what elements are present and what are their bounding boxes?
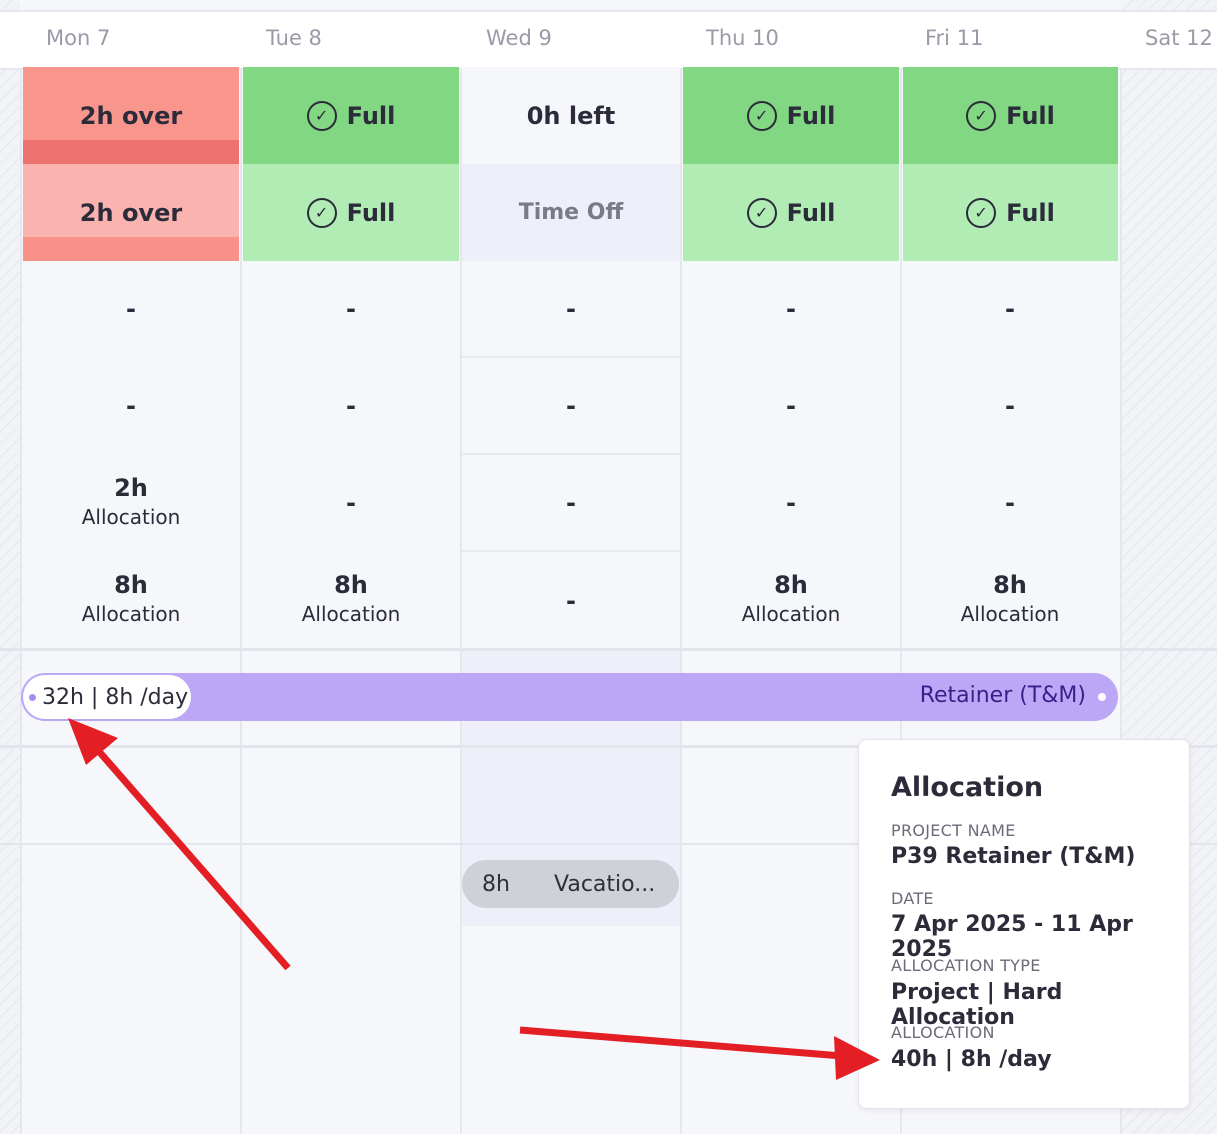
check-circle-icon: ✓ xyxy=(306,197,337,228)
capacity-cell-thu[interactable]: ✓ Full xyxy=(683,67,899,164)
vacation-label: Vacatio... xyxy=(554,871,656,897)
allocation-bar[interactable]: 32h | 8h /day Retainer (T&M) xyxy=(21,673,1118,721)
tooltip-date: 7 Apr 2025 - 11 Apr 2025 xyxy=(891,912,1133,962)
empty-value: - xyxy=(566,392,576,420)
over-strip xyxy=(23,140,239,164)
capacity-cell-wed[interactable]: 0h left xyxy=(462,67,680,164)
check-circle-icon: ✓ xyxy=(746,197,777,228)
row-divider xyxy=(0,745,1217,748)
empty-value: - xyxy=(346,489,356,517)
tooltip-type: Project | Hard Allocation xyxy=(891,980,1063,1030)
capacity-cell-tue[interactable]: ✓ Full xyxy=(243,164,459,261)
tooltip-allocation-key: ALLOCATION xyxy=(891,1023,995,1042)
arrow-icon xyxy=(519,1026,880,1080)
allocation-hours: 2h xyxy=(114,474,148,502)
row-divider xyxy=(0,843,1217,845)
grid-line xyxy=(240,10,242,1134)
empty-value: - xyxy=(1005,489,1015,517)
allocation-cell-thu[interactable]: 8h Allocation xyxy=(682,571,900,629)
allocation-label: Allocation xyxy=(301,602,401,626)
capacity-cell-fri[interactable]: ✓ Full xyxy=(903,67,1118,164)
capacity-label: Full xyxy=(1006,198,1055,227)
tooltip-date-key: DATE xyxy=(891,889,934,908)
check-circle-icon: ✓ xyxy=(966,100,997,131)
grid-line xyxy=(20,10,22,1134)
allocation-label: Allocation xyxy=(81,602,181,626)
empty-value: - xyxy=(566,587,576,615)
allocation-hours: 8h xyxy=(114,571,148,599)
allocation-cell-mon[interactable]: 8h Allocation xyxy=(22,571,240,629)
day-header-tue[interactable]: Tue 8 xyxy=(266,26,322,50)
empty-value: - xyxy=(346,295,356,323)
timeoff-label: Time Off xyxy=(518,200,624,225)
empty-value: - xyxy=(786,392,796,420)
capacity-cell-mon[interactable]: 2h over xyxy=(23,67,239,164)
over-strip xyxy=(23,237,239,261)
allocation-bar-pill[interactable]: 32h | 8h /day xyxy=(23,675,191,719)
allocation-cell-tue[interactable]: 8h Allocation xyxy=(242,571,460,629)
capacity-label: 2h over xyxy=(79,198,183,227)
capacity-cell-thu[interactable]: ✓ Full xyxy=(683,164,899,261)
capacity-label: Full xyxy=(346,198,396,227)
tooltip-type-key: ALLOCATION TYPE xyxy=(891,956,1041,975)
allocation-label: Allocation xyxy=(741,602,841,626)
row-divider xyxy=(462,550,680,552)
capacity-cell-mon[interactable]: 2h over xyxy=(23,164,239,261)
empty-value: - xyxy=(786,295,796,323)
allocation-hours: 8h xyxy=(774,571,808,599)
allocation-cell-fri[interactable]: 8h Allocation xyxy=(901,571,1119,629)
vacation-hours: 8h xyxy=(482,871,510,897)
capacity-label: 0h left xyxy=(526,101,616,130)
empty-value: - xyxy=(786,489,796,517)
tooltip-project-key: PROJECT NAME xyxy=(891,821,1016,840)
row-divider xyxy=(462,453,680,455)
row-divider xyxy=(462,356,680,358)
check-circle-icon: ✓ xyxy=(306,100,337,131)
allocation-tooltip: Allocation PROJECT NAME P39 Retainer (T&… xyxy=(858,739,1190,1109)
allocation-hours: 8h xyxy=(334,571,368,599)
empty-value: - xyxy=(1005,295,1015,323)
allocation-cell-mon[interactable]: 2h Allocation xyxy=(22,474,240,532)
day-header-wed[interactable]: Wed 9 xyxy=(486,26,552,50)
day-header-thu[interactable]: Thu 10 xyxy=(706,26,779,50)
capacity-label: 2h over xyxy=(79,101,183,130)
vacation-chip[interactable]: 8h Vacatio... xyxy=(462,860,679,908)
allocation-label: Allocation xyxy=(960,602,1060,626)
empty-value: - xyxy=(566,489,576,517)
day-header-sat[interactable]: Sat 12 xyxy=(1145,26,1213,50)
tooltip-allocation: 40h | 8h /day xyxy=(891,1047,1052,1072)
empty-value: - xyxy=(346,392,356,420)
allocation-bar-hours: 32h | 8h /day xyxy=(42,684,189,710)
capacity-label: Full xyxy=(786,198,836,227)
drag-handle-icon[interactable] xyxy=(29,693,36,701)
tooltip-title: Allocation xyxy=(891,772,1044,803)
allocation-hours: 8h xyxy=(993,571,1027,599)
empty-value: - xyxy=(1005,392,1015,420)
day-header-fri[interactable]: Fri 11 xyxy=(925,26,984,50)
empty-value: - xyxy=(566,295,576,323)
capacity-cell-tue[interactable]: ✓ Full xyxy=(243,67,459,164)
capacity-cell-fri[interactable]: ✓ Full xyxy=(903,164,1118,261)
day-header-mon[interactable]: Mon 7 xyxy=(46,26,111,50)
nonworking-left xyxy=(0,0,20,1134)
check-circle-icon: ✓ xyxy=(746,100,777,131)
drag-handle-icon[interactable] xyxy=(1098,693,1106,701)
empty-value: - xyxy=(126,392,136,420)
allocation-bar-project: Retainer (T&M) xyxy=(919,683,1086,708)
check-circle-icon: ✓ xyxy=(966,197,997,228)
timeoff-cell-wed[interactable]: Time Off xyxy=(462,164,680,261)
capacity-label: Full xyxy=(786,101,836,130)
capacity-label: Full xyxy=(346,101,396,130)
row-divider xyxy=(0,648,1217,651)
grid-line xyxy=(680,10,682,1134)
empty-value: - xyxy=(126,295,136,323)
grid-line xyxy=(900,10,902,1134)
calendar-header: Mon 7 Tue 8 Wed 9 Thu 10 Fri 11 Sat 12 xyxy=(0,10,1217,70)
capacity-label: Full xyxy=(1006,101,1055,130)
allocation-label: Allocation xyxy=(81,505,181,529)
grid-line xyxy=(460,10,462,1134)
grid-line xyxy=(1120,10,1122,1134)
tooltip-project-name: P39 Retainer (T&M) xyxy=(891,844,1136,869)
